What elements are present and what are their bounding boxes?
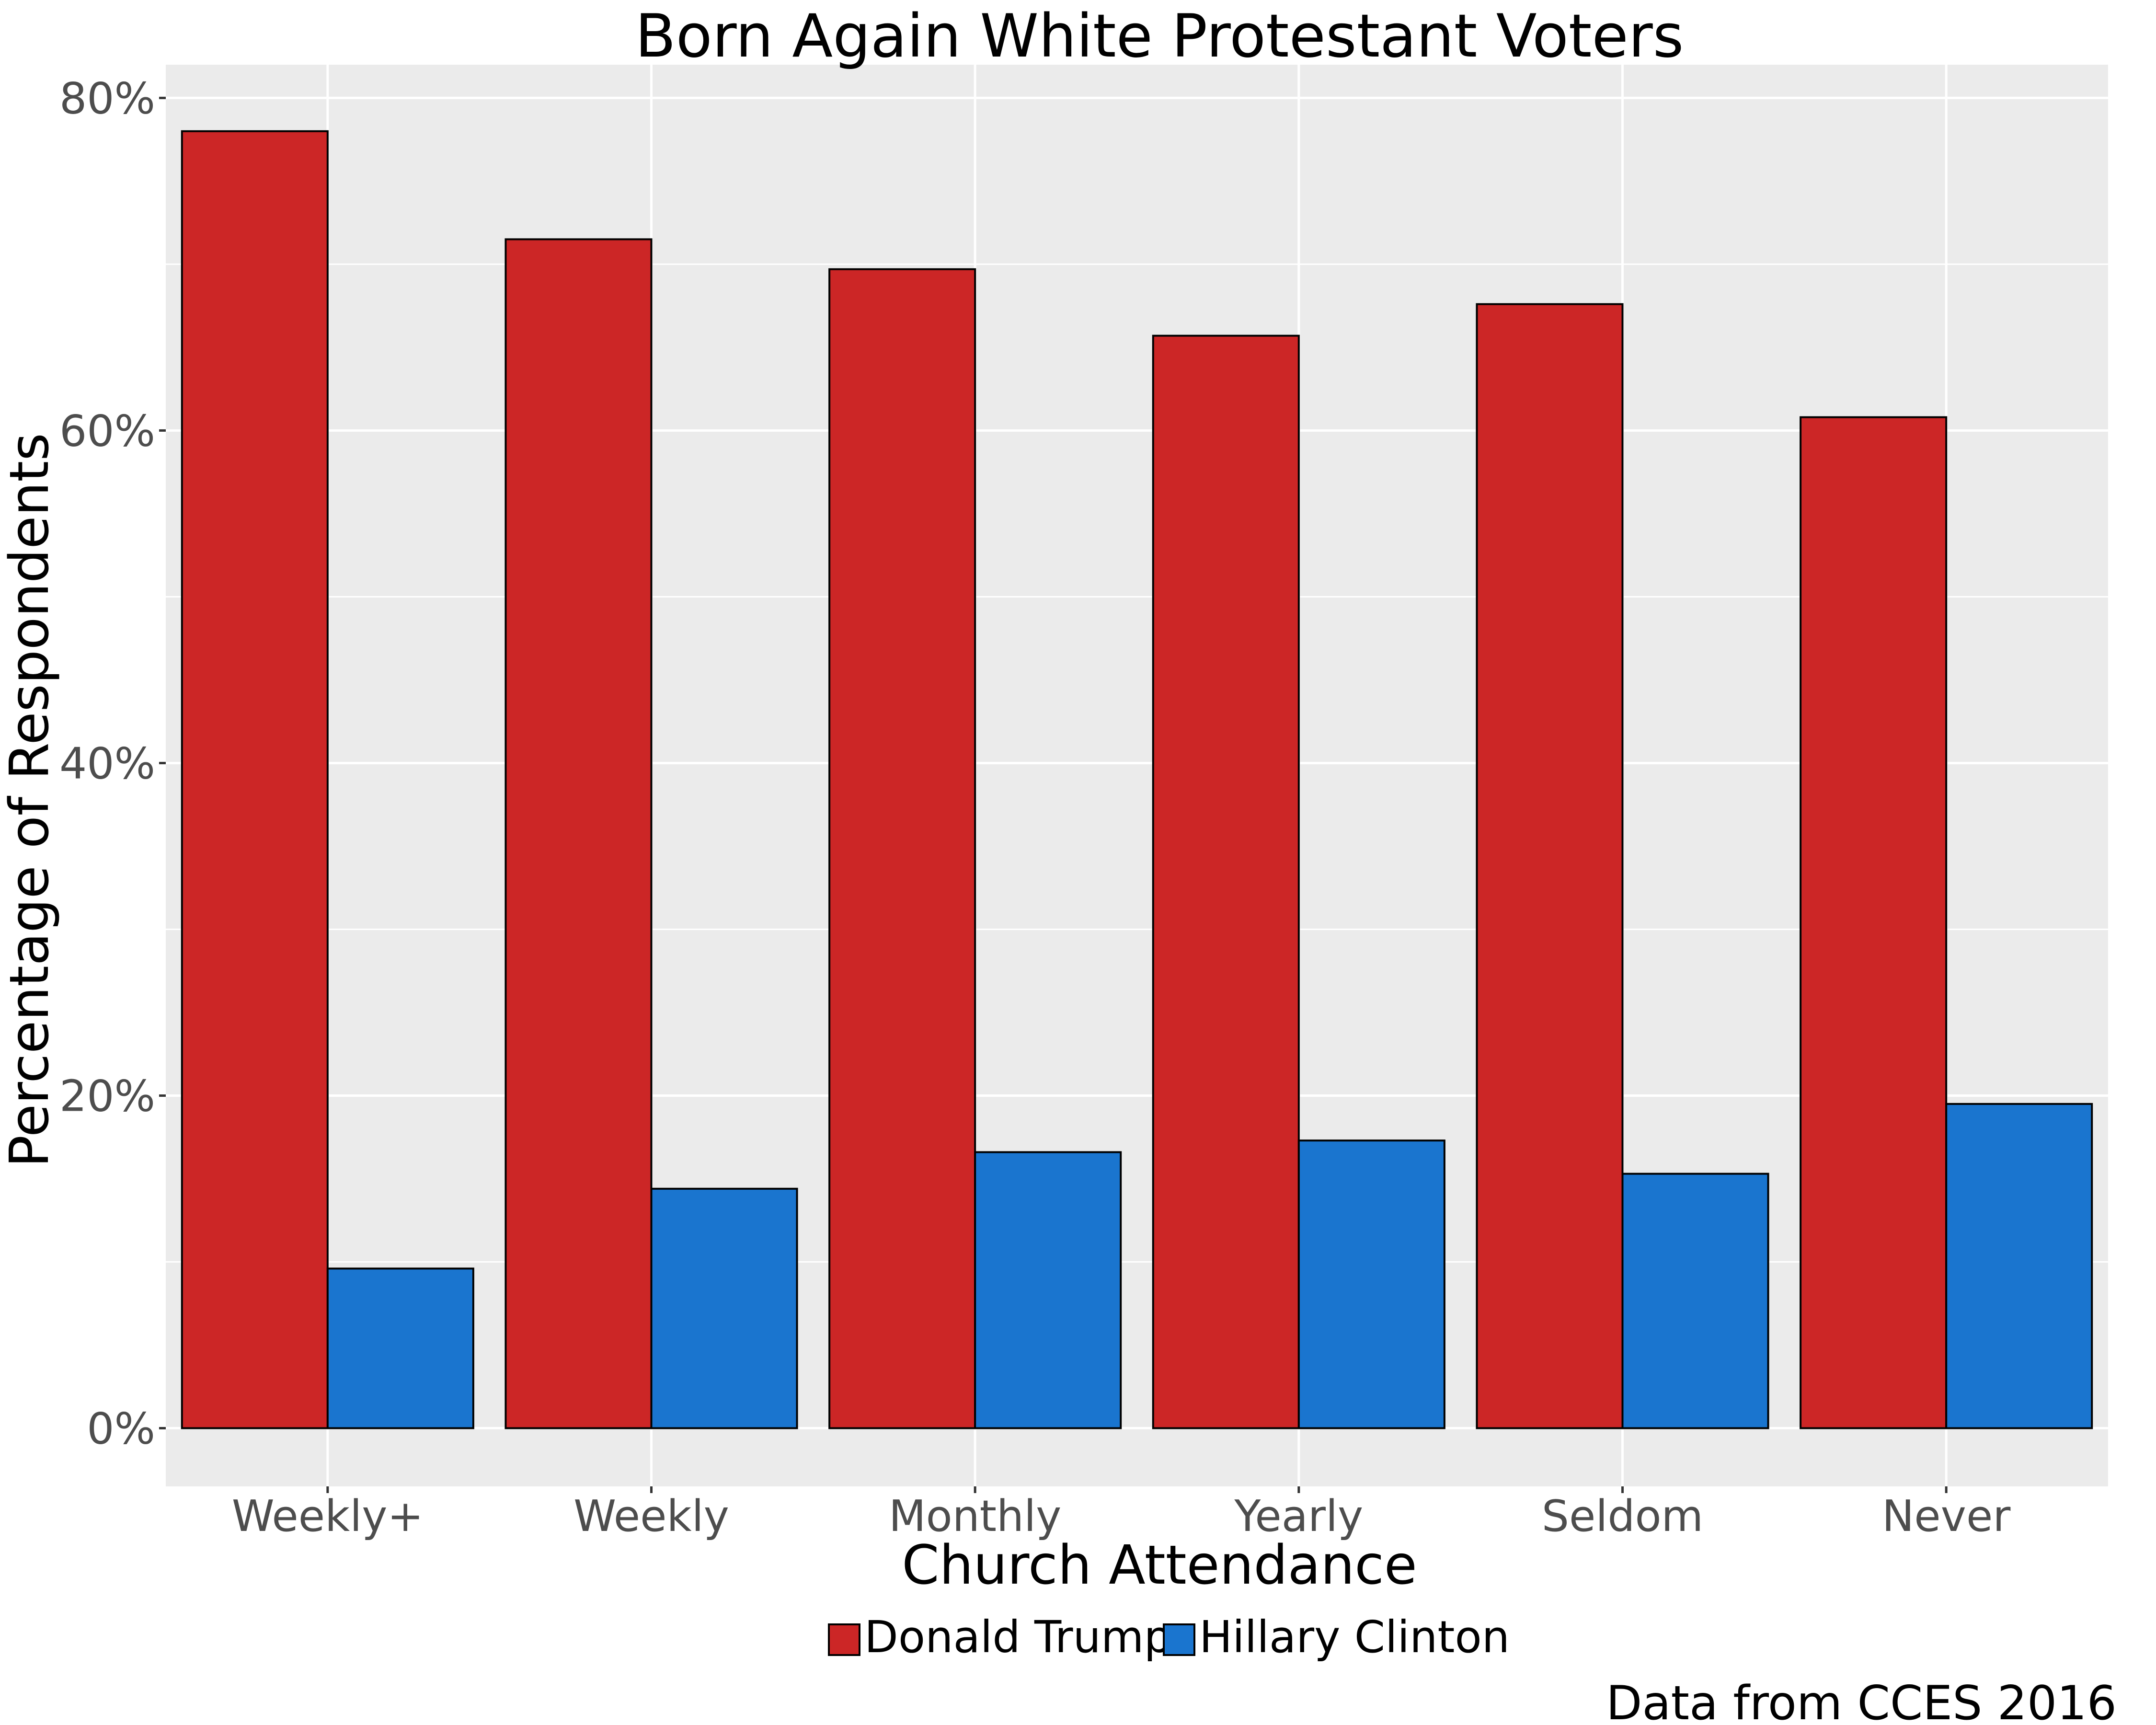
- caption: Data from CCES 2016: [1606, 1676, 2117, 1725]
- y-tick-label: 0%: [87, 1404, 155, 1454]
- x-tick-label: Weekly: [573, 1491, 729, 1541]
- bar: [650, 1187, 798, 1429]
- legend-label: Donald Trump: [864, 1611, 1172, 1663]
- y-tick-label: 40%: [59, 738, 155, 789]
- bar: [974, 1151, 1122, 1429]
- bar: [1152, 334, 1300, 1429]
- legend-key: [1163, 1623, 1195, 1656]
- x-tick-label: Never: [1882, 1491, 2010, 1541]
- x-tick-label: Yearly: [1234, 1491, 1363, 1541]
- bar: [1800, 416, 1948, 1429]
- legend-key: [828, 1623, 860, 1656]
- bar: [1621, 1173, 1769, 1429]
- y-tick-label: 80%: [59, 73, 155, 124]
- x-axis-title: Church Attendance: [902, 1534, 1417, 1597]
- bar: [181, 130, 329, 1429]
- x-tick-label: Monthly: [889, 1491, 1061, 1541]
- y-tick-label: 60%: [59, 406, 155, 456]
- legend-label: Hillary Clinton: [1199, 1611, 1510, 1663]
- y-axis: 0% 20% 40% 60% 80%: [59, 73, 166, 1454]
- bar: [828, 268, 976, 1429]
- bar: [1476, 303, 1624, 1429]
- bar: [505, 238, 653, 1429]
- minor-gridlines: [166, 263, 2108, 1263]
- bar: [1297, 1139, 1445, 1429]
- bar: [1945, 1103, 2093, 1429]
- bars: [181, 130, 2093, 1429]
- x-tick-label: Seldom: [1542, 1491, 1703, 1541]
- x-tick-label: Weekly+: [232, 1491, 424, 1541]
- y-axis-title: Percentage of Respondents: [0, 433, 61, 1167]
- legend: Donald Trump Hillary Clinton: [828, 1611, 1510, 1663]
- x-axis: Weekly+ Weekly Monthly Yearly Seldom Never: [232, 1486, 2010, 1541]
- plot-panel: [166, 65, 2108, 1486]
- bar: [326, 1267, 474, 1429]
- y-tick-label: 20%: [59, 1071, 155, 1122]
- chart-title: Born Again White Protestant Voters: [635, 2, 1684, 71]
